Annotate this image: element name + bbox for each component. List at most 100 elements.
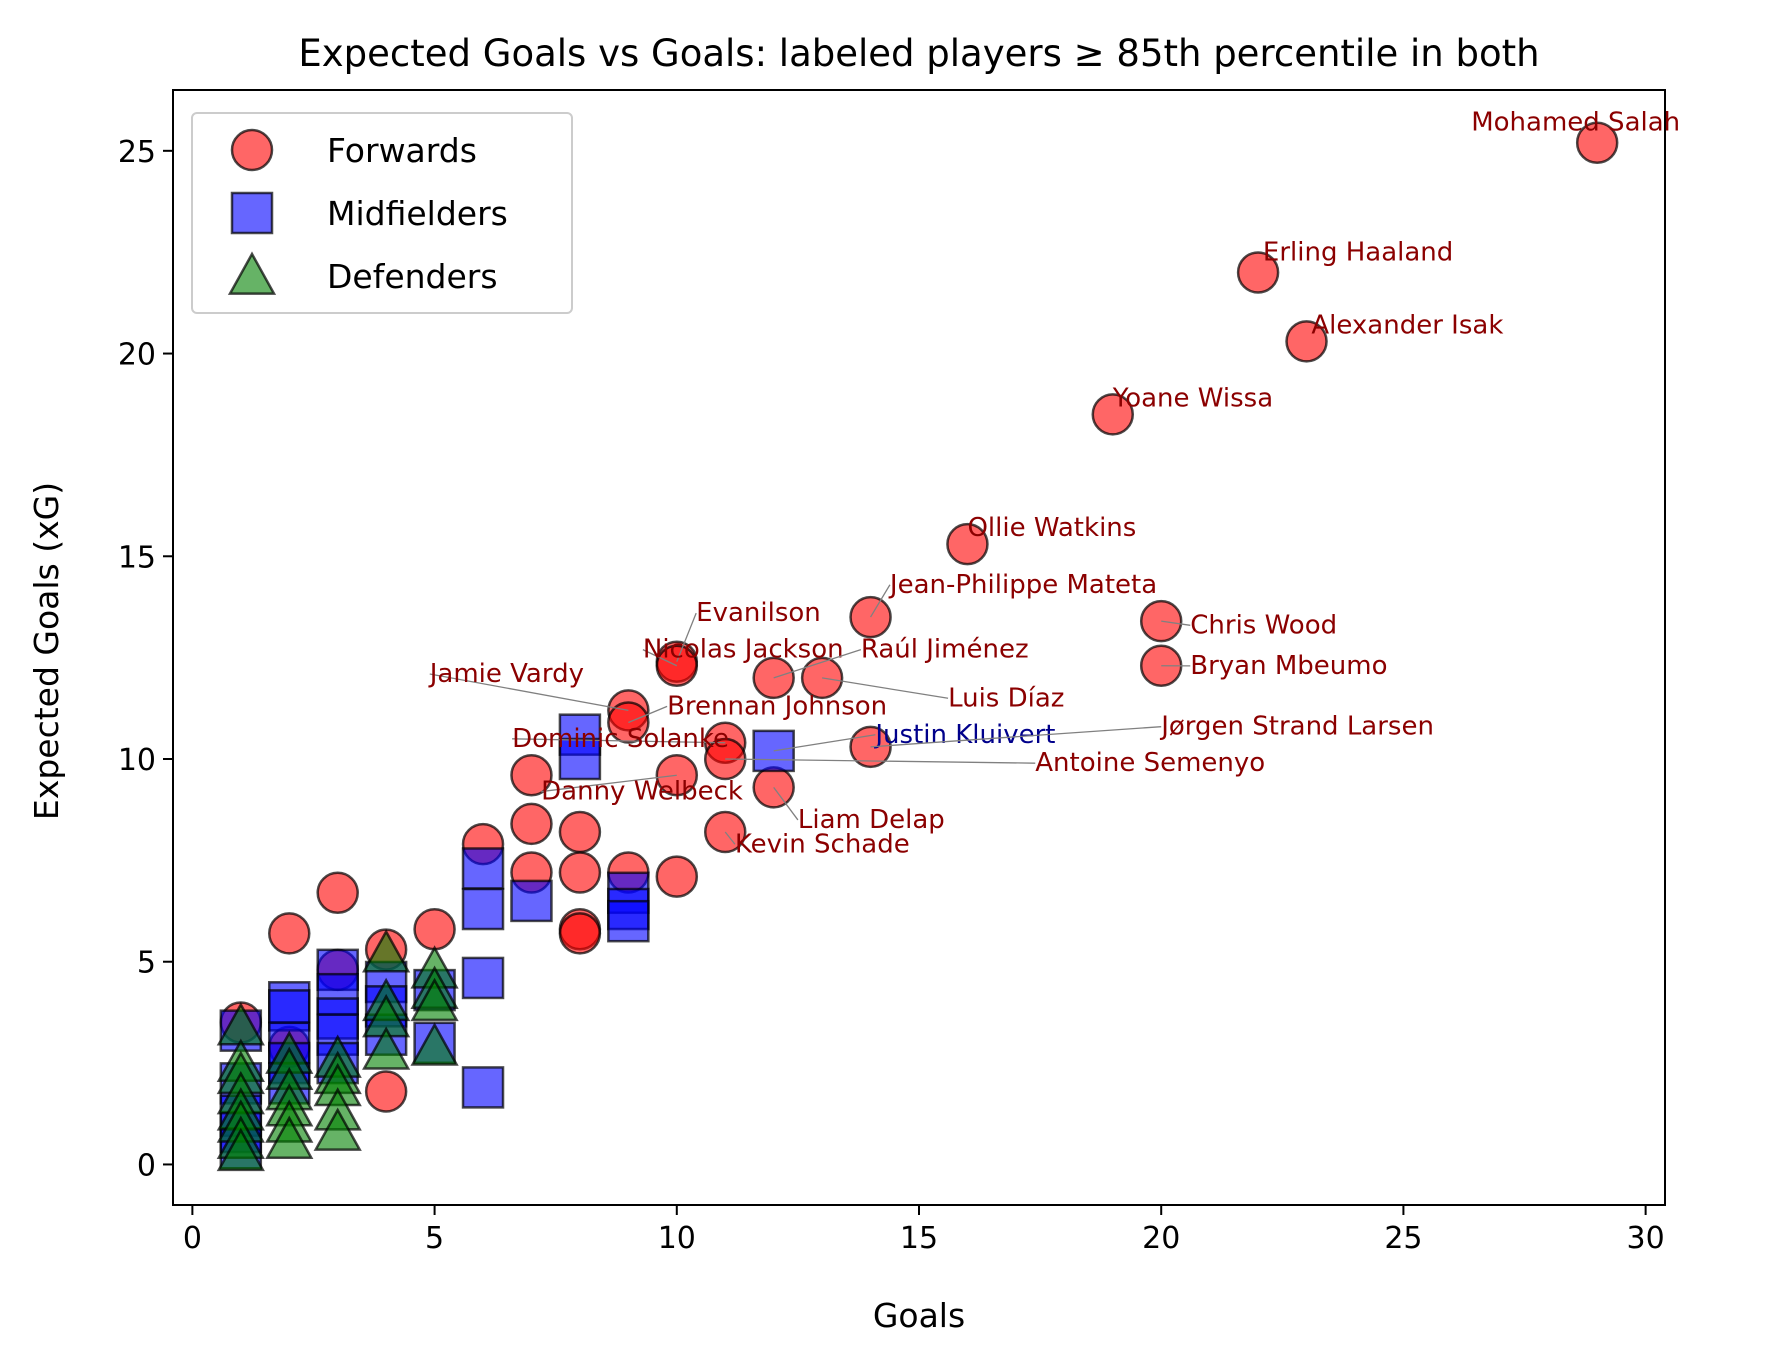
x-tick-label: 5 xyxy=(425,1221,444,1256)
legend-box xyxy=(191,112,573,314)
annotation-leader-line xyxy=(725,758,1036,764)
annotation: Nicolas Jackson xyxy=(642,635,844,667)
point-label: Luis Díaz xyxy=(948,683,1064,713)
annotation: Mohamed Salah xyxy=(1471,108,1680,138)
point-label: Ollie Watkins xyxy=(967,513,1136,543)
point-circle xyxy=(1236,251,1280,294)
annotation: Antoine Semenyo xyxy=(725,748,1265,778)
y-tick-label: 15 xyxy=(118,540,156,575)
point-square xyxy=(461,847,505,890)
point-circle xyxy=(510,802,553,846)
point-triangle xyxy=(362,929,411,973)
point-circle xyxy=(655,855,699,898)
point-label: Yoane Wissa xyxy=(1112,383,1273,413)
point-label: Raúl Jiménez xyxy=(861,635,1029,665)
annotation: Brennan Johnson xyxy=(628,691,887,724)
legend-marker-triangle xyxy=(227,251,277,295)
legend-marker-square xyxy=(230,191,274,235)
legend-marker-circle xyxy=(230,128,274,172)
point-triangle xyxy=(410,977,459,1022)
annotation-leader-line xyxy=(724,831,736,845)
x-tick-label: 30 xyxy=(1627,1221,1665,1256)
annotation: Dominic Solanke xyxy=(512,724,729,754)
annotation-leader-line xyxy=(773,734,876,752)
y-tick-label: 5 xyxy=(137,946,156,981)
chart-title: Expected Goals vs Goals: labeled players… xyxy=(298,32,1539,75)
point-circle xyxy=(946,522,989,566)
annotations: Mohamed Salah Erling Haaland Alexander Isa… xyxy=(428,108,1680,860)
point-label: Danny Welbeck xyxy=(541,777,743,807)
annotation-leader-line xyxy=(628,705,668,724)
point-square xyxy=(461,887,505,931)
point-label: Jørgen Strand Larsen xyxy=(1159,712,1434,742)
annotation: Raúl Jiménez xyxy=(773,635,1029,679)
annotation: Justin Kluivert xyxy=(773,720,1056,752)
point-triangle xyxy=(362,1026,411,1070)
point-label: Jean-Philippe Mateta xyxy=(888,570,1157,600)
point-circle xyxy=(558,810,602,854)
point-label: Chris Wood xyxy=(1190,610,1337,640)
annotation: Liam Delap xyxy=(773,786,945,835)
point-square xyxy=(752,729,795,773)
annotation: Erling Haaland xyxy=(1263,237,1453,267)
y-axis-label: Expected Goals (xG) xyxy=(27,482,66,820)
point-square xyxy=(461,956,505,1000)
annotation: Alexander Isak xyxy=(1311,310,1503,340)
point-label: Mohamed Salah xyxy=(1471,108,1680,138)
x-tick-label: 15 xyxy=(900,1221,938,1256)
point-triangle xyxy=(410,1022,459,1066)
x-tick-label: 25 xyxy=(1384,1221,1422,1256)
point-label: Erling Haaland xyxy=(1263,237,1453,267)
point-circle xyxy=(558,851,602,894)
x-axis-label: Goals xyxy=(873,1296,965,1335)
annotation-leader-line xyxy=(870,726,1162,748)
plot-area xyxy=(216,121,1619,1172)
point-label: Alexander Isak xyxy=(1311,310,1503,340)
point-circle xyxy=(1091,393,1135,436)
point-circle xyxy=(413,908,456,951)
point-square xyxy=(558,737,602,781)
annotation-leader-line xyxy=(822,677,949,699)
annotation: Evanilson xyxy=(676,598,821,662)
point-circle xyxy=(558,912,602,955)
annotation: Bryan Mbeumo xyxy=(1161,651,1388,681)
legend-label: Defenders xyxy=(327,257,498,296)
y-tick-label: 0 xyxy=(137,1148,156,1183)
annotation-leader-line xyxy=(773,786,799,821)
annotation: Jørgen Strand Larsen xyxy=(870,712,1434,748)
point-label: Jamie Vardy xyxy=(428,659,584,689)
series-defenders xyxy=(216,929,459,1172)
annotation-leader-line xyxy=(676,612,697,662)
annotation-leader-line xyxy=(1161,620,1191,626)
legend: Forwards Midfielders Defenders xyxy=(191,112,573,314)
annotation: Jamie Vardy xyxy=(428,659,629,711)
point-circle xyxy=(1285,320,1328,363)
point-circle xyxy=(268,912,311,955)
annotation-leader-line xyxy=(642,649,678,667)
point-label: Brennan Johnson xyxy=(667,691,887,721)
annotation-leader-line xyxy=(541,774,677,793)
point-label: Dominic Solanke xyxy=(512,724,729,754)
legend-label: Forwards xyxy=(327,131,477,170)
annotation: Chris Wood xyxy=(1161,610,1337,640)
axes: 0 5 10 15 20 25 30 0 5 10 15 20 25 xyxy=(118,89,1666,1256)
point-square xyxy=(607,899,650,943)
annotation: Luis Díaz xyxy=(822,677,1064,713)
point-label: Kevin Schade xyxy=(735,829,910,859)
point-circle xyxy=(1575,121,1619,164)
y-tick-label: 20 xyxy=(118,338,156,373)
annotation-leader-line xyxy=(773,649,862,679)
point-label: Bryan Mbeumo xyxy=(1190,651,1387,681)
point-triangle xyxy=(265,1115,314,1159)
annotation-leader-line xyxy=(512,738,726,744)
point-square xyxy=(510,879,553,923)
annotation: Yoane Wissa xyxy=(1112,383,1273,413)
point-circle xyxy=(316,871,359,915)
series-midfielders xyxy=(219,713,795,1170)
annotation: Jean-Philippe Mateta xyxy=(870,570,1157,618)
y-tick-label: 25 xyxy=(118,135,156,170)
point-label: Liam Delap xyxy=(798,805,945,835)
point-label: Nicolas Jackson xyxy=(643,635,844,665)
point-square xyxy=(461,1066,505,1109)
